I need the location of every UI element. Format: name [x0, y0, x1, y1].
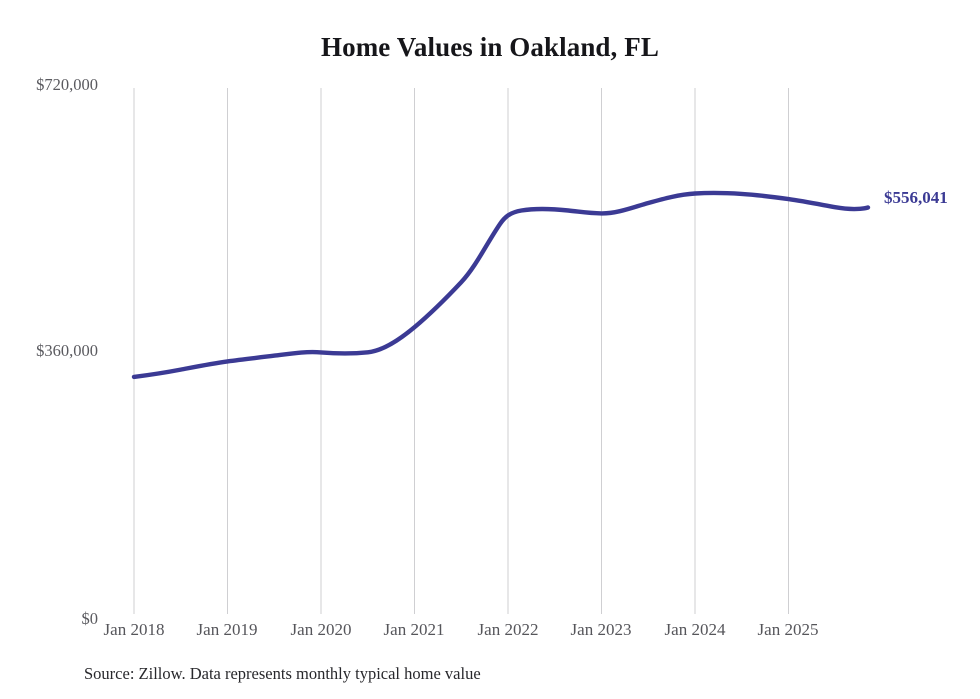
- x-axis-label-jan-2025: Jan 2025: [757, 620, 819, 639]
- source-note: Source: Zillow. Data represents monthly …: [84, 664, 481, 683]
- vertical-gridlines: [133, 88, 789, 614]
- series-end-value-label: $556,041: [884, 188, 948, 207]
- home-value-line: [131, 190, 871, 380]
- x-axis-label-jan-2019: Jan 2019: [196, 620, 258, 639]
- x-axis-label-jan-2024: Jan 2024: [664, 620, 726, 639]
- x-axis-label-jan-2022: Jan 2022: [477, 620, 539, 639]
- chart-title: Home Values in Oakland, FL: [321, 32, 659, 62]
- x-axis-label-jan-2023: Jan 2023: [570, 620, 632, 639]
- x-axis-label-jan-2020: Jan 2020: [290, 620, 352, 639]
- x-axis-label-jan-2018: Jan 2018: [103, 620, 165, 639]
- x-axis-label-jan-2021: Jan 2021: [383, 620, 445, 639]
- y-axis-label-zero: $0: [81, 609, 99, 628]
- y-axis-label-mid: $360,000: [36, 341, 98, 360]
- y-axis-label-top: $720,000: [36, 75, 98, 94]
